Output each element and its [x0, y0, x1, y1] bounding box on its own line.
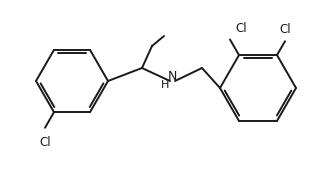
- Text: Cl: Cl: [279, 23, 291, 36]
- Text: Cl: Cl: [39, 136, 51, 149]
- Text: Cl: Cl: [235, 21, 247, 34]
- Text: H: H: [161, 80, 169, 90]
- Text: N: N: [167, 71, 177, 83]
